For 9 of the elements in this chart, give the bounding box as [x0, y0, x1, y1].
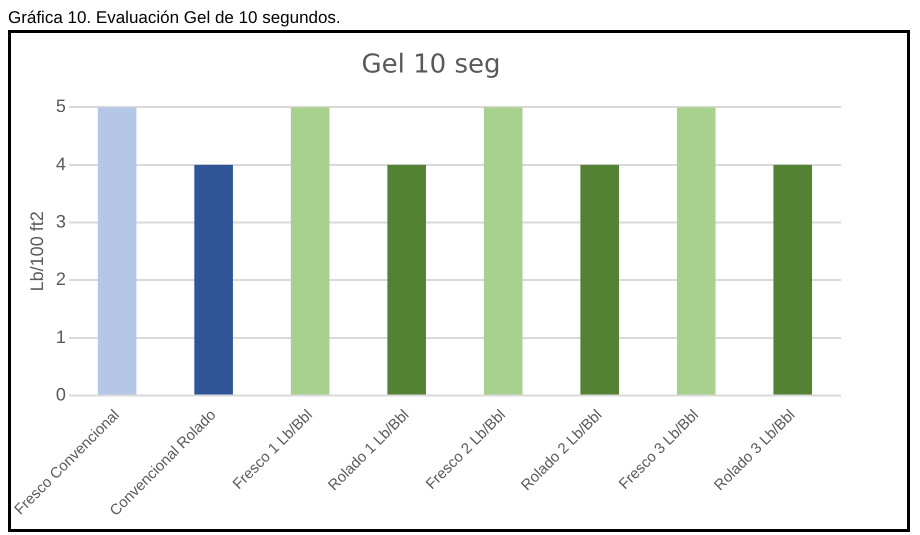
text: Gráfica 10. Evaluación Gel de 10 segundos.	[8, 8, 342, 28]
y-tick-label: 2	[56, 269, 66, 290]
y-axis-title: Lb/100 ft2	[27, 211, 48, 292]
y-tick-label: 4	[56, 154, 66, 174]
y-tick-label: 5	[56, 96, 66, 116]
y-tick-label: 1	[56, 326, 66, 347]
y-tick-label: 0	[56, 384, 66, 404]
chart-title: Gel 10 seg	[361, 49, 501, 80]
y-tick-label: 3	[56, 211, 66, 232]
